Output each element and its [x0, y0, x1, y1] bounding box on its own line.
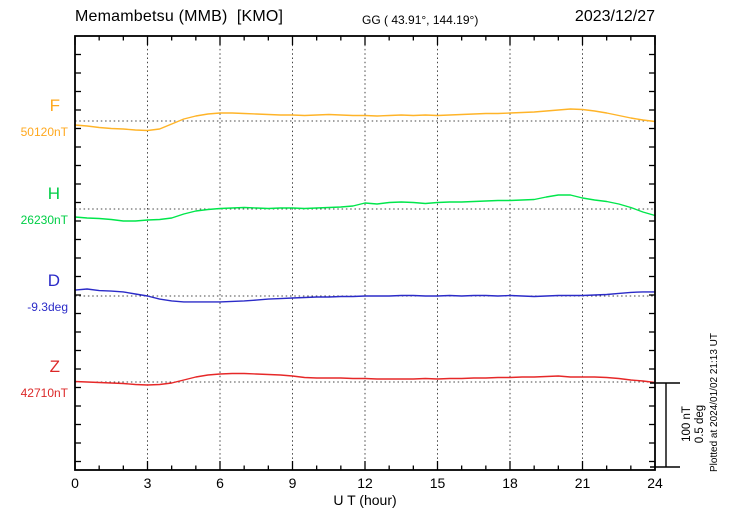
scale-bar-nt: 100 nT: [681, 406, 693, 442]
x-tick-label-18: 18: [502, 475, 518, 491]
trace-baseline-H: 26230nT: [20, 213, 68, 227]
x-tick-label-15: 15: [429, 475, 446, 491]
trace-baseline-F: 50120nT: [20, 125, 68, 139]
plotted-at-note: Plotted at 2024/01/02 21:13 UT: [709, 333, 720, 472]
trace-baseline-Z: 42710nT: [20, 386, 68, 400]
x-tick-label-9: 9: [288, 475, 297, 491]
x-tick-label-6: 6: [216, 475, 224, 491]
scale-bar-deg: 0.5 deg: [694, 404, 706, 444]
x-axis-title: U T (hour): [333, 492, 397, 508]
trace-label-F: F: [49, 96, 60, 115]
plot-date: 2023/12/27: [574, 8, 655, 25]
x-tick-label-24: 24: [647, 475, 663, 491]
scale-bar-label: 100 nT 0.5 deg: [681, 378, 709, 470]
x-tick-label-0: 0: [71, 475, 79, 491]
station-title: Memambetsu (MMB) [KMO]: [75, 8, 284, 25]
geographic-coords: GG ( 43.91°, 144.19°): [362, 13, 479, 27]
trace-label-D: D: [47, 271, 60, 290]
x-tick-label-21: 21: [574, 475, 591, 491]
x-axis-tick-labels: 0 3 6 9 12 15 18 21 24: [0, 475, 730, 491]
trace-label-Z: Z: [49, 357, 60, 376]
trace-label-H: H: [47, 184, 60, 203]
x-tick-label-3: 3: [143, 475, 152, 491]
x-tick-label-12: 12: [357, 475, 373, 491]
trace-baseline-D: -9.3deg: [27, 300, 68, 314]
